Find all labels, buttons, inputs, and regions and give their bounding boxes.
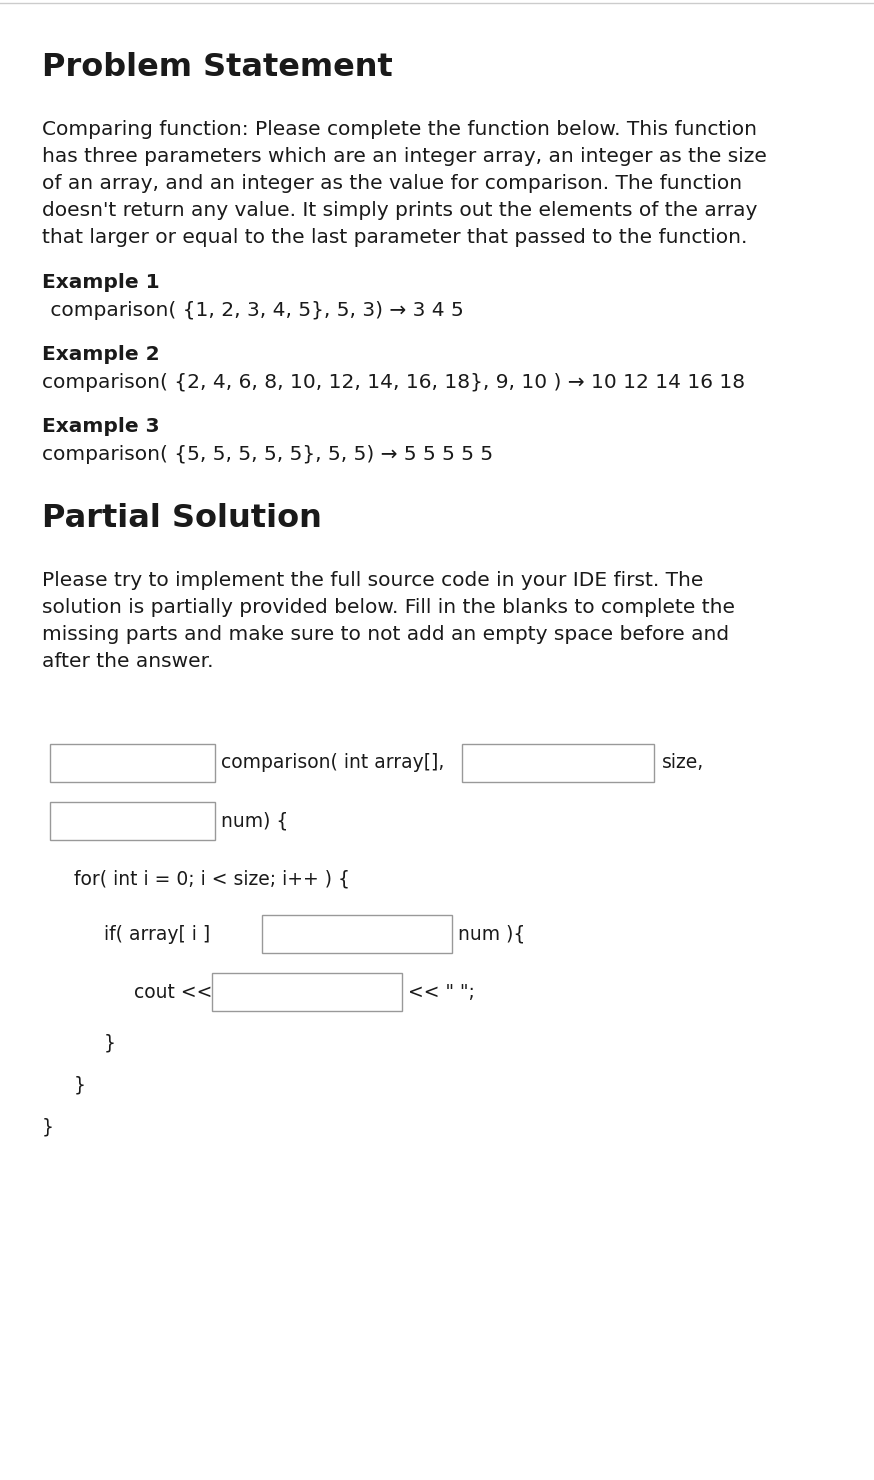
Text: Comparing function: Please complete the function below. This function: Comparing function: Please complete the … bbox=[42, 120, 757, 139]
Bar bbox=[262, 915, 452, 953]
Text: of an array, and an integer as the value for comparison. The function: of an array, and an integer as the value… bbox=[42, 175, 742, 192]
Text: has three parameters which are an integer array, an integer as the size: has three parameters which are an intege… bbox=[42, 147, 766, 166]
Text: missing parts and make sure to not add an empty space before and: missing parts and make sure to not add a… bbox=[42, 625, 729, 644]
Text: }: } bbox=[74, 1074, 86, 1094]
Text: cout <<: cout << bbox=[134, 983, 212, 1002]
Text: Example 3: Example 3 bbox=[42, 417, 160, 437]
Text: num) {: num) { bbox=[221, 811, 288, 830]
Text: for( int i = 0; i < size; i++ ) {: for( int i = 0; i < size; i++ ) { bbox=[74, 869, 350, 888]
Bar bbox=[212, 972, 402, 1011]
Text: << " ";: << " "; bbox=[408, 983, 475, 1002]
Text: solution is partially provided below. Fill in the blanks to complete the: solution is partially provided below. Fi… bbox=[42, 598, 735, 617]
Text: comparison( int array[],: comparison( int array[], bbox=[221, 753, 444, 773]
Bar bbox=[50, 744, 215, 781]
Text: doesn't return any value. It simply prints out the elements of the array: doesn't return any value. It simply prin… bbox=[42, 201, 758, 221]
Text: if( array[ i ]: if( array[ i ] bbox=[104, 925, 211, 944]
Text: }: } bbox=[42, 1117, 54, 1137]
Text: comparison( {2, 4, 6, 8, 10, 12, 14, 16, 18}, 9, 10 ) → 10 12 14 16 18: comparison( {2, 4, 6, 8, 10, 12, 14, 16,… bbox=[42, 373, 746, 392]
Bar bbox=[462, 744, 654, 781]
Text: num ){: num ){ bbox=[458, 925, 525, 944]
Text: comparison( {1, 2, 3, 4, 5}, 5, 3) → 3 4 5: comparison( {1, 2, 3, 4, 5}, 5, 3) → 3 4… bbox=[44, 300, 464, 320]
Text: that larger or equal to the last parameter that passed to the function.: that larger or equal to the last paramet… bbox=[42, 228, 747, 247]
Text: size,: size, bbox=[662, 753, 704, 773]
Text: Partial Solution: Partial Solution bbox=[42, 503, 322, 534]
Text: after the answer.: after the answer. bbox=[42, 653, 213, 670]
Text: Example 1: Example 1 bbox=[42, 272, 160, 292]
Text: Problem Statement: Problem Statement bbox=[42, 52, 392, 83]
Bar bbox=[50, 802, 215, 841]
Text: }: } bbox=[104, 1033, 116, 1052]
Text: Example 2: Example 2 bbox=[42, 345, 160, 364]
Text: comparison( {5, 5, 5, 5, 5}, 5, 5) → 5 5 5 5 5: comparison( {5, 5, 5, 5, 5}, 5, 5) → 5 5… bbox=[42, 445, 493, 465]
Text: Please try to implement the full source code in your IDE first. The: Please try to implement the full source … bbox=[42, 571, 704, 591]
